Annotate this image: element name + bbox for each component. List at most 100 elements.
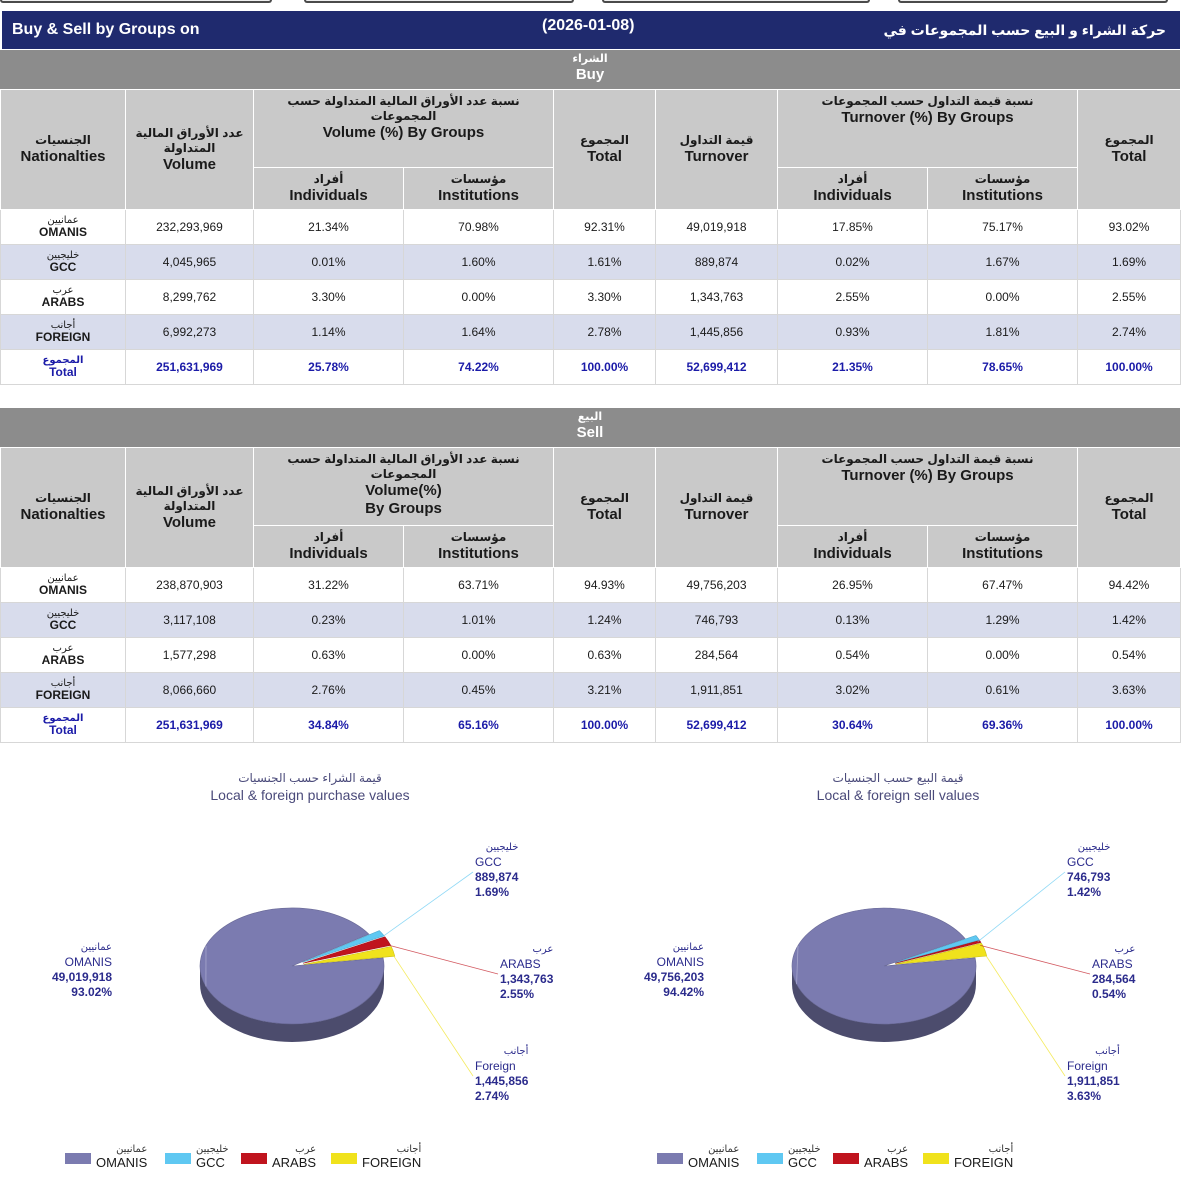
cell-ti: 0.02%	[777, 244, 929, 280]
table-total-row: المجموع Total 251,631,969 34.84% 65.16% 100.0…	[0, 707, 1182, 743]
cell-ti: 2.55%	[777, 279, 929, 315]
sell-section-en: Sell	[576, 424, 604, 441]
cell-vi: 1.14%	[253, 314, 404, 350]
cell-vol: 251,631,969	[125, 707, 254, 743]
legend-swatch	[657, 1153, 683, 1164]
leader-line-gcc	[977, 871, 1066, 943]
cell-tt: 94.42%	[1077, 567, 1182, 603]
cell-tn: 1.29%	[926, 602, 1079, 638]
cell-vn: 0.00%	[402, 279, 555, 315]
cell-vol: 8,299,762	[125, 279, 254, 315]
cell-ti: 3.02%	[777, 672, 928, 708]
sell-section-ar: البيع	[577, 411, 603, 423]
nationality-cell: المجموع Total	[0, 349, 126, 385]
data-label-arabs: عرب ARABS 284,564 0.54%	[1092, 944, 1136, 1001]
cell-vt: 100.00%	[553, 707, 656, 743]
banner-title-ar: حركة الشراء و البيع حسب المجموعات في	[883, 22, 1166, 38]
sell-section-header: البيع Sell	[0, 408, 1180, 447]
cell-vol: 238,870,903	[125, 567, 254, 603]
header-turnover-pct: نسبة قيمة التداول حسب المجموعات Turnover …	[777, 89, 1079, 168]
header-institutions: مؤسسات Institutions	[403, 525, 554, 568]
cell-vn: 1.64%	[402, 314, 555, 350]
nationality-cell: المجموع Total	[0, 707, 126, 743]
cell-vn: 1.01%	[403, 602, 554, 638]
header-nationalities: الجنسيات Nationalties	[0, 89, 126, 210]
cell-turn: 746,793	[655, 602, 778, 638]
cell-vi: 0.01%	[253, 244, 404, 280]
cell-vt: 2.78%	[553, 314, 657, 350]
table-row: أجانب FOREIGN 6,992,273 1.14% 1.64% 2.78% 1,44…	[0, 314, 1182, 350]
cell-turn: 1,343,763	[655, 279, 779, 315]
table-row: عرب ARABS 1,577,298 0.63% 0.00% 0.63% 284,564 0…	[0, 637, 1182, 673]
cell-vn: 0.00%	[403, 637, 554, 673]
cell-turn: 49,019,918	[655, 209, 779, 245]
pie-slice-omanis[interactable]	[791, 907, 977, 1025]
cell-tt: 2.55%	[1077, 279, 1182, 315]
cell-tn: 1.67%	[927, 244, 1079, 280]
data-label-arabs: عرب ARABS 1,343,763 2.55%	[500, 944, 554, 1001]
header-individuals: أفراد Individuals	[253, 525, 404, 568]
sell-pie-chart: قيمة البيع حسب الجنسيات Local & foreign …	[612, 756, 1184, 1192]
nationality-cell: عمانيين OMANIS	[0, 567, 126, 603]
cell-tt: 3.63%	[1077, 672, 1182, 708]
buy-section-header: الشراء Buy	[0, 50, 1180, 89]
header-volume: عدد الأوراق المالية المتداولة Volume	[125, 89, 254, 210]
cell-vi: 2.76%	[253, 672, 404, 708]
leader-line-arabs	[387, 944, 499, 975]
cell-vt: 1.24%	[553, 602, 656, 638]
cell-tn: 0.00%	[927, 279, 1079, 315]
header-turnover-pct: نسبة قيمة التداول حسب المجموعات Turnover …	[776, 447, 1079, 526]
cell-vol: 4,045,965	[125, 244, 254, 280]
data-label-foreign: أجانب Foreign 1,911,851 3.63%	[1067, 1046, 1120, 1103]
table-row: عمانيين OMANIS 238,870,903 31.22% 63.71% 94.9…	[0, 567, 1182, 603]
report-banner: Buy & Sell by Groups on (2026-01-08) حرك…	[2, 11, 1180, 49]
leader-line-foreign	[392, 955, 474, 1077]
cell-turn: 49,756,203	[655, 567, 778, 603]
sell-chart-title: قيمة البيع حسب الجنسيات Local & foreign …	[816, 771, 980, 803]
legend-swatch	[833, 1153, 859, 1164]
cell-tt: 1.69%	[1077, 244, 1182, 280]
cell-vi: 34.84%	[253, 707, 404, 743]
header-total: المجموع Total	[553, 447, 656, 568]
top-tab-3[interactable]	[602, 0, 870, 3]
cell-ti: 26.95%	[777, 567, 928, 603]
nationality-cell: خليجيين GCC	[0, 244, 126, 280]
data-label-omanis: عمانيين OMANIS 49,756,203 94.42%	[643, 942, 704, 999]
cell-tt: 93.02%	[1077, 209, 1182, 245]
table-row: عمانيين OMANIS 232,293,969 21.34% 70.98% 92.3…	[0, 209, 1182, 245]
nationality-cell: أجانب FOREIGN	[0, 672, 126, 708]
header-turnover: قيمة التداول Turnover	[655, 89, 779, 210]
top-tab-4[interactable]	[898, 0, 1168, 3]
nationality-cell: عرب ARABS	[0, 279, 126, 315]
cell-vt: 92.31%	[553, 209, 657, 245]
pie-slice-side-omanis	[200, 966, 384, 1042]
cell-vn: 63.71%	[403, 567, 554, 603]
data-label-gcc: خليجيين GCC 889,874 1.69%	[475, 842, 519, 899]
header-volume: عدد الأوراق المالية المتداولة Volume	[125, 447, 254, 568]
table-row: عرب ARABS 8,299,762 3.30% 0.00% 3.30% 1,343,76…	[0, 279, 1182, 315]
purchase-pie-chart: قيمة الشراء حسب الجنسيات Local & foreign…	[20, 756, 600, 1192]
cell-vn: 1.60%	[402, 244, 555, 280]
cell-tt: 2.74%	[1077, 314, 1182, 350]
legend-swatch	[165, 1153, 191, 1164]
header-total-2: المجموع Total	[1077, 447, 1182, 568]
cell-vol: 6,992,273	[125, 314, 254, 350]
header-institutions-2: مؤسسات Institutions	[927, 167, 1079, 210]
cell-tn: 0.00%	[926, 637, 1079, 673]
sell-pie-svg	[791, 871, 1091, 1077]
top-tab-2[interactable]	[304, 0, 574, 3]
data-label-omanis: عمانيين OMANIS 49,019,918 93.02%	[51, 942, 112, 999]
cell-vol: 251,631,969	[125, 349, 254, 385]
pie-slice-omanis[interactable]	[199, 907, 385, 1025]
pie-slice-foreign[interactable]	[303, 946, 396, 965]
cell-vt: 3.30%	[553, 279, 657, 315]
header-turnover: قيمة التداول Turnover	[655, 447, 778, 568]
top-tab-1[interactable]	[0, 0, 272, 3]
cell-vn: 70.98%	[402, 209, 555, 245]
cell-tn: 0.61%	[926, 672, 1079, 708]
cell-ti: 30.64%	[777, 707, 928, 743]
buy-table: الجنسيات Nationalties عدد الأوراق المالية…	[0, 89, 1182, 385]
cell-tn: 78.65%	[927, 349, 1079, 385]
cell-vt: 1.61%	[553, 244, 657, 280]
cell-ti: 0.93%	[777, 314, 929, 350]
